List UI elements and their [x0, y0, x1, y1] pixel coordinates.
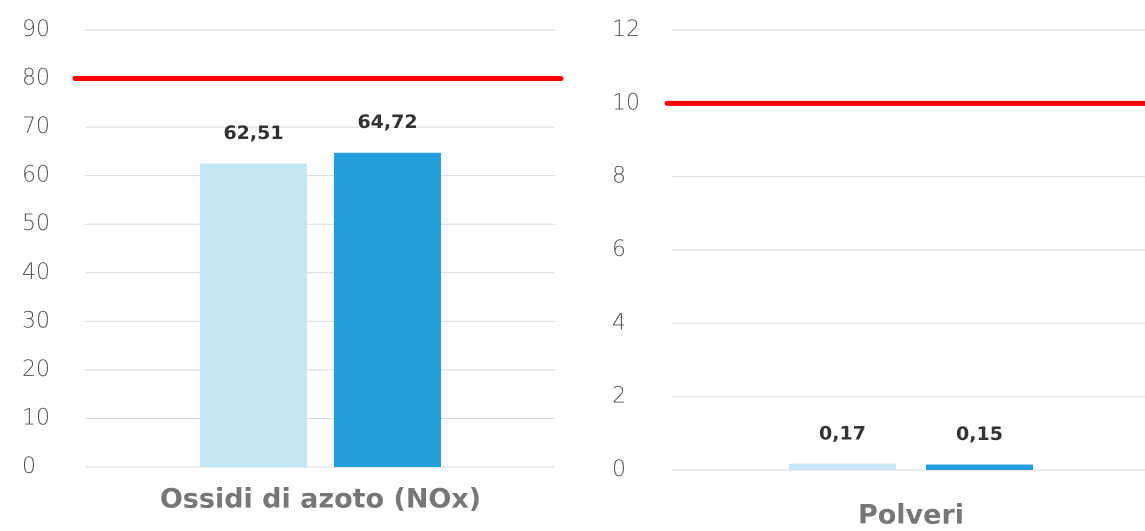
bar	[334, 152, 441, 467]
y-tick-label: 20	[22, 357, 50, 382]
value-label: 0,15	[956, 423, 1003, 445]
y-tick-label: 70	[22, 114, 50, 139]
y-tick-label: 30	[22, 308, 50, 333]
y-tick-label: 40	[22, 260, 50, 285]
y-tick-label: 60	[22, 163, 50, 188]
bar	[789, 463, 896, 470]
y-tick-label: 80	[22, 66, 50, 91]
y-tick-label: 90	[22, 17, 50, 42]
value-label: 64,72	[357, 111, 417, 133]
y-tick-label: 4	[612, 310, 626, 335]
y-tick-label: 6	[612, 237, 626, 262]
value-label: 62,51	[223, 122, 283, 144]
bar	[200, 163, 307, 467]
y-tick-label: 2	[612, 384, 626, 409]
y-tick-label: 0	[22, 454, 36, 479]
y-tick-label: 12	[612, 17, 640, 42]
value-label: 0,17	[819, 422, 866, 444]
y-tick-label: 0	[612, 457, 626, 482]
y-tick-label: 8	[612, 164, 626, 189]
category-label: Polveri	[858, 500, 964, 531]
y-tick-label: 50	[22, 211, 50, 236]
bar	[926, 464, 1033, 470]
y-tick-label: 10	[22, 405, 50, 430]
category-label: Ossidi di azoto (NOx)	[160, 484, 481, 515]
y-tick-label: 10	[612, 90, 640, 115]
